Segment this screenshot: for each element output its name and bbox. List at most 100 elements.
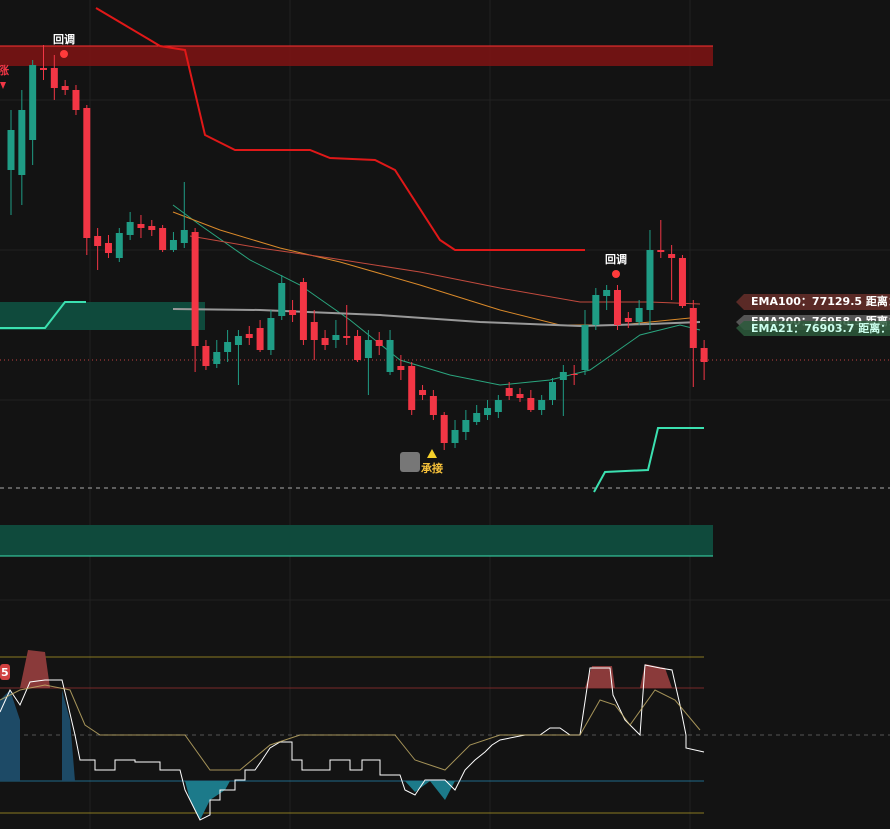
candle-body (169, 240, 177, 250)
candle-body (354, 336, 362, 360)
candle-body (278, 283, 286, 316)
candle-body (289, 310, 297, 315)
candle-body (224, 342, 232, 352)
candle-body (39, 68, 47, 70)
candle-body (310, 322, 318, 340)
area (640, 664, 672, 688)
candle-body (299, 282, 307, 340)
marker (0, 82, 6, 89)
area (405, 781, 455, 800)
candle-body (234, 336, 242, 345)
candle-body (202, 346, 210, 366)
candle-body (538, 400, 546, 410)
candle-body (505, 388, 513, 396)
marker (427, 449, 437, 458)
candle-body (494, 400, 502, 412)
candle-body (484, 408, 492, 415)
icon (400, 452, 420, 472)
annotation: 回调 (605, 252, 627, 266)
area (20, 650, 50, 688)
candle-body (343, 336, 351, 338)
stop-line (95, 7, 585, 251)
candle-body (115, 233, 123, 258)
candle-body (50, 68, 58, 88)
signal-dot (60, 50, 68, 58)
candle-body (180, 230, 188, 243)
candle-body (689, 308, 697, 348)
candle-body (559, 372, 567, 380)
ema-label: EMA21：76903.7 距离：0 (751, 321, 890, 335)
candle-body (429, 396, 437, 415)
candle-body (635, 308, 643, 322)
ema-line (172, 204, 701, 386)
candle-body (18, 110, 26, 175)
candle-body (61, 86, 69, 90)
candle-body (126, 222, 134, 235)
ema-tag (736, 321, 890, 336)
candle-body (700, 348, 708, 362)
ema-tag (736, 294, 890, 310)
candle-body (213, 352, 221, 364)
candle-body (462, 420, 470, 432)
candle-body (386, 340, 394, 372)
area (0, 690, 20, 781)
signal-line (0, 684, 701, 771)
candle-body (364, 340, 372, 358)
annotation: 涨 (0, 63, 9, 77)
area (62, 690, 75, 781)
candle-body (603, 290, 611, 296)
candle-body (72, 90, 80, 110)
candle-body (613, 290, 621, 325)
candle-body (159, 228, 167, 250)
candle-body (267, 318, 275, 350)
annotation: 承接 (421, 461, 443, 475)
candle-body (256, 328, 264, 350)
candle-body (549, 382, 556, 400)
candle-body (83, 108, 91, 238)
candle-body (7, 130, 15, 170)
oscillator: 5 (0, 650, 890, 821)
candle-body (245, 334, 253, 338)
candle-body (624, 318, 632, 322)
resistance-zone (0, 46, 713, 66)
candle-body (570, 374, 578, 375)
candle-body (527, 398, 535, 410)
candle-body (191, 232, 199, 346)
candle-body (375, 340, 383, 346)
tag (0, 664, 10, 680)
support-zone (0, 525, 713, 556)
candle-body (332, 335, 340, 340)
candle-body (440, 415, 448, 443)
candle-body (321, 338, 329, 345)
candle-body (408, 366, 416, 410)
stop-line (593, 427, 704, 493)
area (585, 666, 615, 688)
candle-body (473, 413, 481, 422)
support-zone (0, 302, 205, 330)
candle-body (451, 430, 459, 443)
candle-body (592, 295, 600, 325)
area (185, 781, 230, 820)
candle-body (29, 65, 37, 140)
candle-body (104, 243, 112, 253)
candle-body (581, 325, 589, 370)
candles (7, 45, 708, 450)
annotation: 回调 (53, 32, 75, 46)
candle-body (516, 394, 524, 398)
ema-line (189, 235, 701, 305)
candle-body (397, 366, 405, 370)
ema-label: EMA100：77129.5 距离： (751, 294, 890, 308)
candle-body (419, 390, 427, 395)
candle-body (148, 226, 156, 230)
candle-body (137, 224, 145, 228)
candle-body (657, 250, 665, 252)
stop-line (0, 301, 86, 329)
candle-body (646, 250, 654, 310)
candle-body (94, 236, 102, 246)
candle-body (678, 258, 686, 306)
signal-dot (612, 270, 620, 278)
candle-body (668, 254, 676, 258)
annotation: 5 (1, 666, 9, 679)
